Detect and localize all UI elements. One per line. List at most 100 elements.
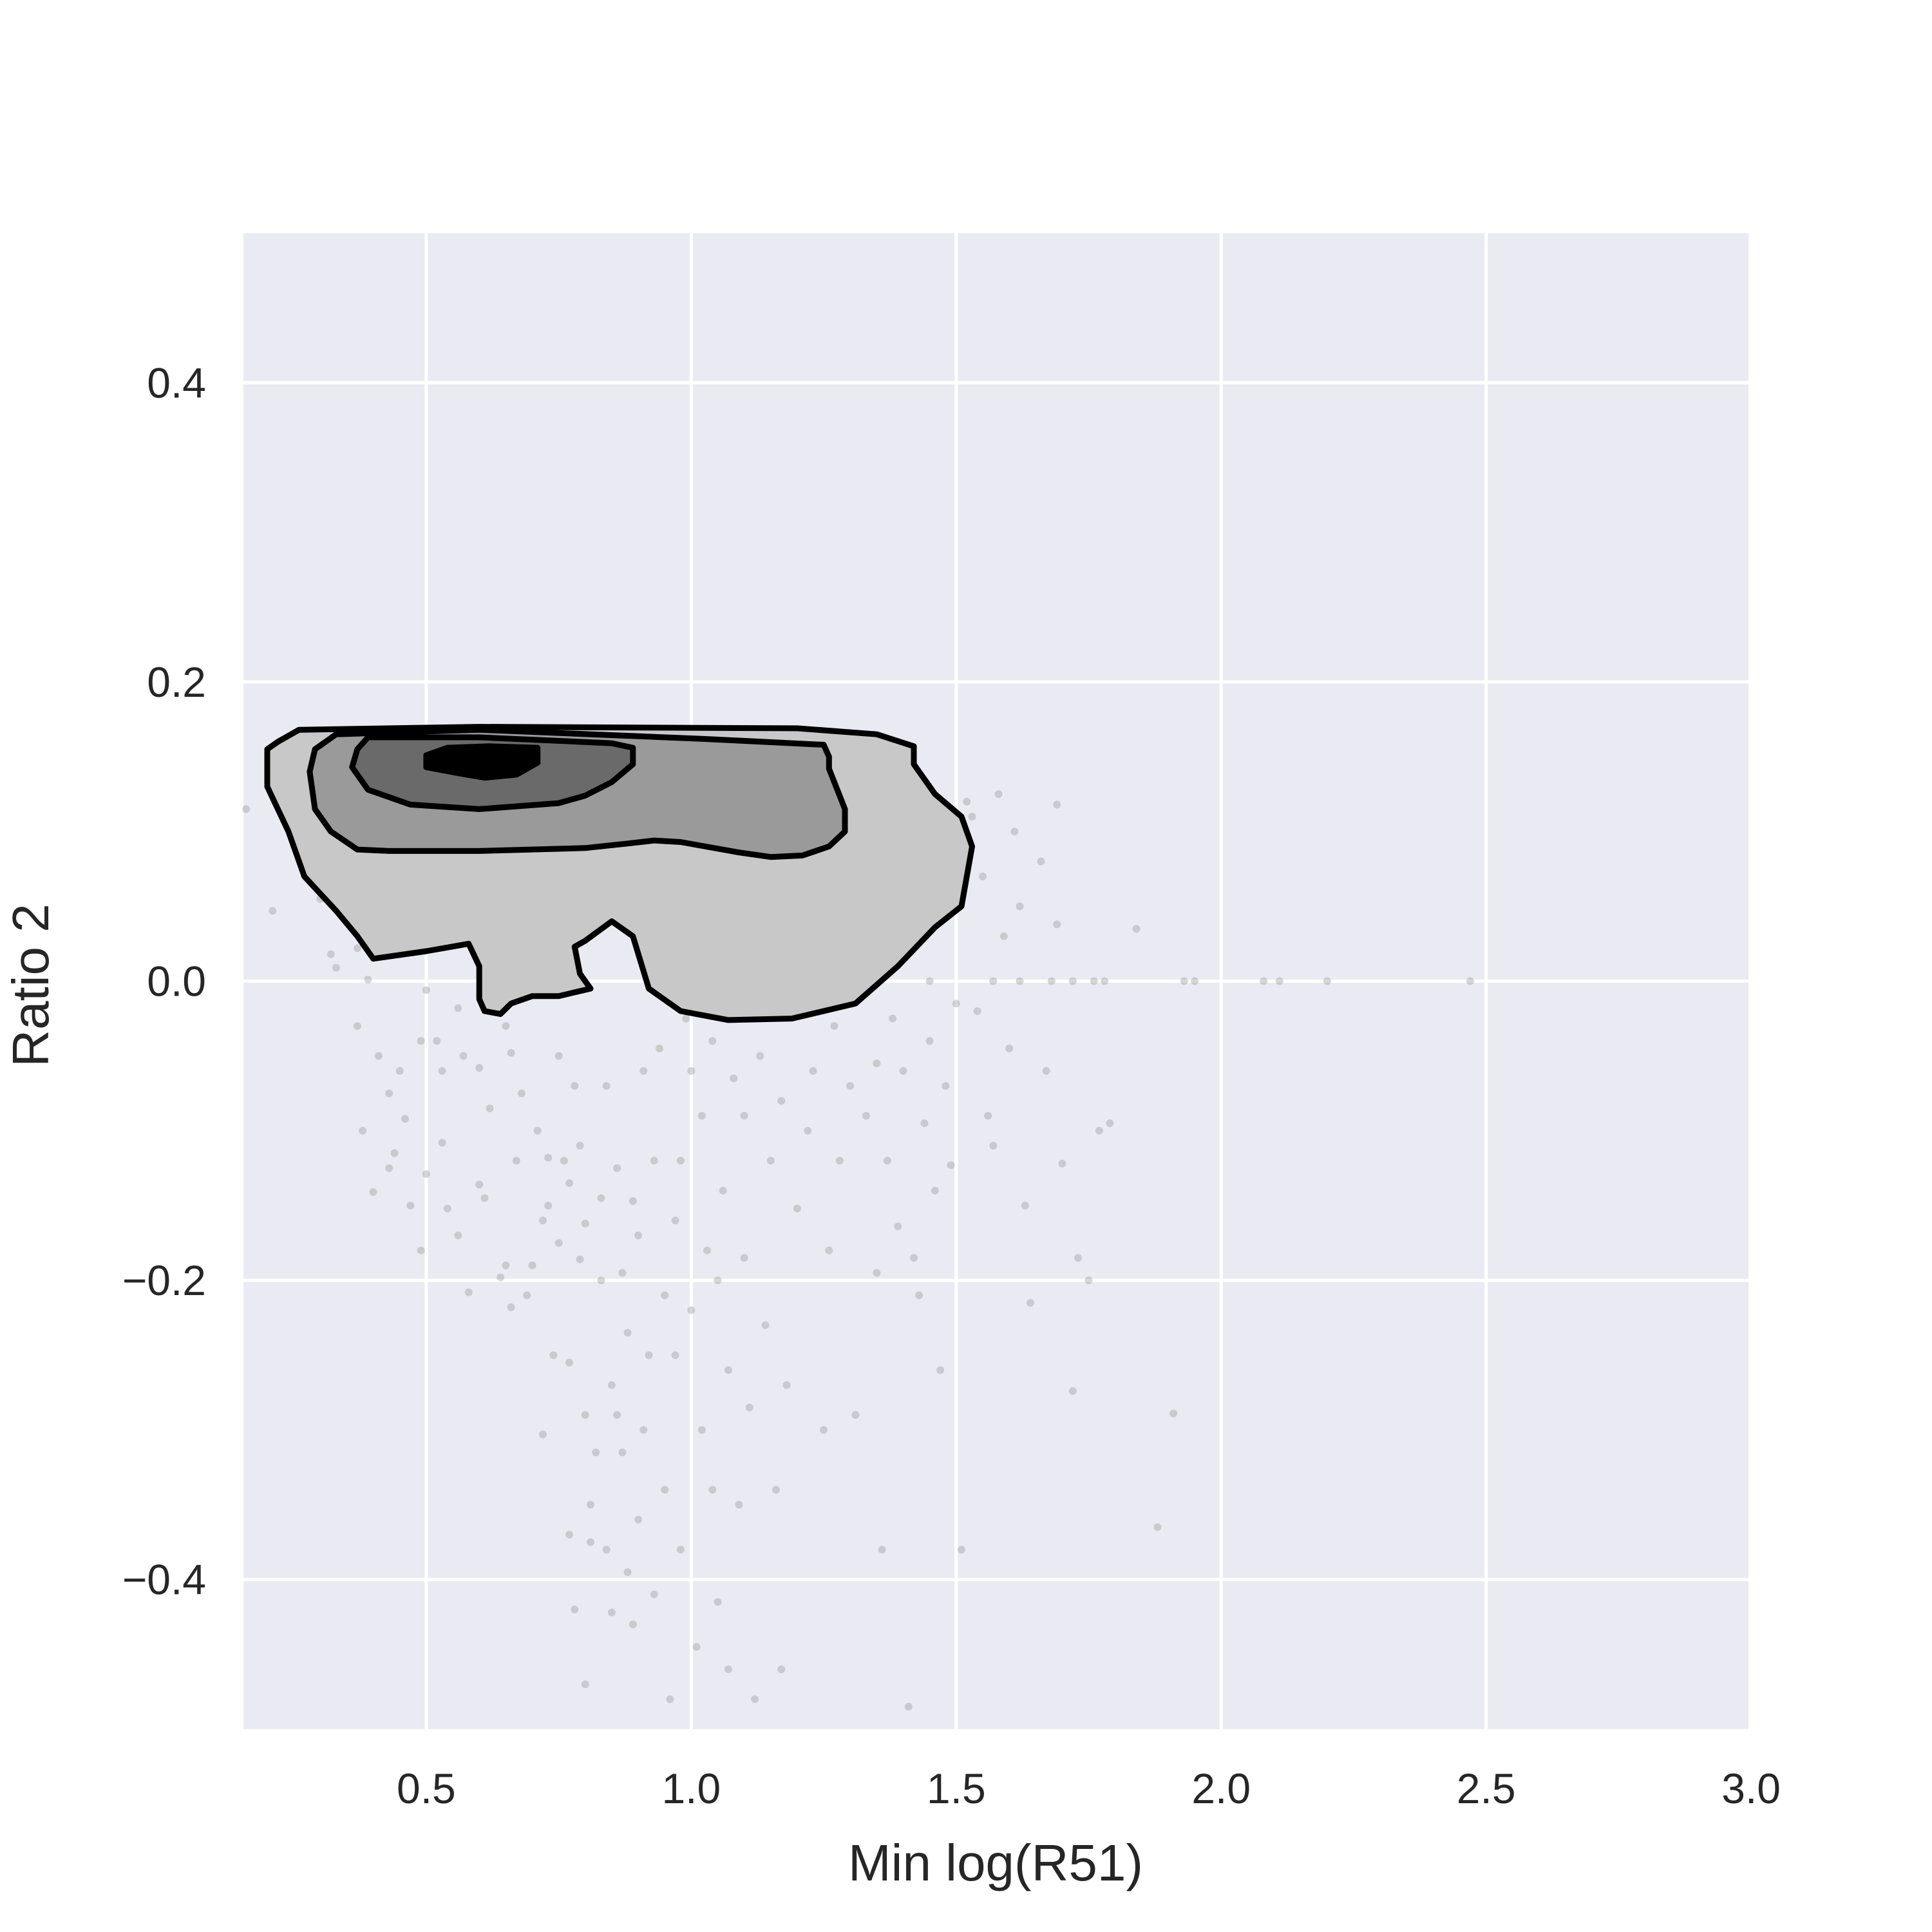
scatter-point: [676, 1157, 685, 1165]
scatter-point: [730, 1074, 738, 1083]
scatter-point: [703, 1246, 712, 1255]
scatter-point: [406, 1201, 415, 1209]
scatter-point: [920, 1119, 929, 1128]
scatter-point: [735, 1501, 743, 1509]
scatter-point: [639, 1066, 648, 1075]
scatter-point: [942, 1082, 950, 1090]
x-tick-label: 2.0: [1191, 1765, 1251, 1812]
scatter-point: [475, 1180, 484, 1189]
scatter-point: [438, 1139, 446, 1147]
scatter-point: [650, 1157, 658, 1165]
tick-labels: 0.5 1.0 1.5 2.0 2.5 3.0 −0.4 −0.2 0.0 0.2 0.4: [122, 359, 1781, 1812]
scatter-points: [242, 790, 1474, 1711]
scatter-point: [1053, 920, 1061, 929]
scatter-point: [602, 1546, 611, 1554]
scatter-point: [873, 1269, 881, 1277]
scatter-point: [401, 1115, 409, 1123]
scatter-point: [825, 1246, 833, 1255]
scatter-point: [804, 1126, 812, 1135]
scatter-point: [592, 1448, 600, 1457]
scatter-point: [576, 1142, 584, 1150]
scatter-point: [581, 1219, 589, 1227]
scatter-point: [565, 1358, 574, 1367]
scatter-point: [793, 1204, 801, 1213]
scatter-point: [989, 977, 998, 985]
scatter-point: [835, 1157, 844, 1165]
scatter-point: [894, 1222, 902, 1231]
scatter-point: [1132, 925, 1141, 933]
scatter-point: [586, 1501, 594, 1509]
scatter-point: [1053, 800, 1061, 809]
scatter-point: [671, 1351, 679, 1359]
scatter-point: [369, 1188, 377, 1197]
x-tick-label: 1.5: [927, 1765, 986, 1812]
scatter-point: [560, 1157, 568, 1165]
scatter-point: [687, 1306, 696, 1314]
scatter-point: [523, 1291, 531, 1300]
scatter-point: [554, 1239, 563, 1247]
scatter-point: [634, 1515, 643, 1524]
scatter-point: [502, 1261, 510, 1269]
scatter-point: [1153, 1523, 1162, 1531]
scatter-point: [676, 1546, 685, 1554]
scatter-point: [862, 1112, 870, 1120]
scatter-point: [359, 1126, 367, 1135]
scatter-point: [395, 1066, 404, 1075]
scatter-point: [597, 1194, 605, 1202]
scatter-point: [374, 1052, 383, 1060]
scatter-point: [724, 1665, 732, 1674]
scatter-point: [820, 1426, 828, 1434]
scatter-point: [433, 1037, 441, 1045]
scatter-point: [1005, 1045, 1014, 1053]
scatter-point: [623, 1329, 632, 1337]
scatter-point: [518, 1089, 526, 1097]
scatter-point: [1275, 977, 1283, 985]
scatter-point: [385, 1164, 393, 1172]
scatter-point: [1021, 1201, 1029, 1209]
scatter-point: [1101, 977, 1109, 985]
scatter-point: [687, 1066, 696, 1075]
scatter-point: [269, 907, 277, 915]
scatter-point: [618, 1448, 627, 1457]
scatter-point: [454, 1231, 462, 1240]
scatter-point: [549, 1351, 558, 1359]
scatter-point: [571, 1082, 579, 1090]
scatter-point: [1037, 857, 1045, 866]
scatter-point: [846, 1082, 855, 1090]
scatter-point: [597, 1276, 605, 1285]
scatter-point: [502, 1022, 510, 1030]
scatter-point: [714, 1276, 722, 1285]
scatter-point: [443, 1204, 451, 1213]
scatter-point: [512, 1157, 520, 1165]
scatter-point: [899, 1066, 907, 1075]
scatter-point: [618, 1269, 627, 1277]
scatter-point: [724, 1366, 732, 1374]
scatter-point: [968, 812, 976, 820]
y-tick-label: 0.2: [147, 658, 206, 706]
scatter-point: [623, 1568, 632, 1577]
scatter-point: [544, 1201, 553, 1209]
scatter-point: [766, 1157, 775, 1165]
scatter-point: [1042, 1066, 1050, 1075]
scatter-point: [613, 1164, 621, 1172]
scatter-point: [883, 1157, 891, 1165]
scatter-point: [777, 1665, 786, 1674]
scatter-point: [761, 1321, 770, 1329]
scatter-point: [1191, 977, 1199, 985]
scatter-point: [697, 1112, 706, 1120]
scatter-point: [417, 1246, 425, 1255]
scatter-point: [1016, 902, 1024, 911]
scatter-point: [533, 1126, 542, 1135]
scatter-point: [607, 1381, 616, 1389]
scatter-point: [1095, 1126, 1103, 1135]
scatter-point: [671, 1217, 679, 1225]
scatter-point: [634, 1231, 643, 1240]
scatter-point: [364, 976, 372, 984]
scatter-point: [459, 1052, 468, 1060]
scatter-point: [390, 1149, 399, 1157]
scatter-point: [242, 805, 251, 813]
scatter-point: [480, 1194, 489, 1202]
scatter-point: [1180, 977, 1188, 985]
scatter-point: [353, 944, 361, 952]
